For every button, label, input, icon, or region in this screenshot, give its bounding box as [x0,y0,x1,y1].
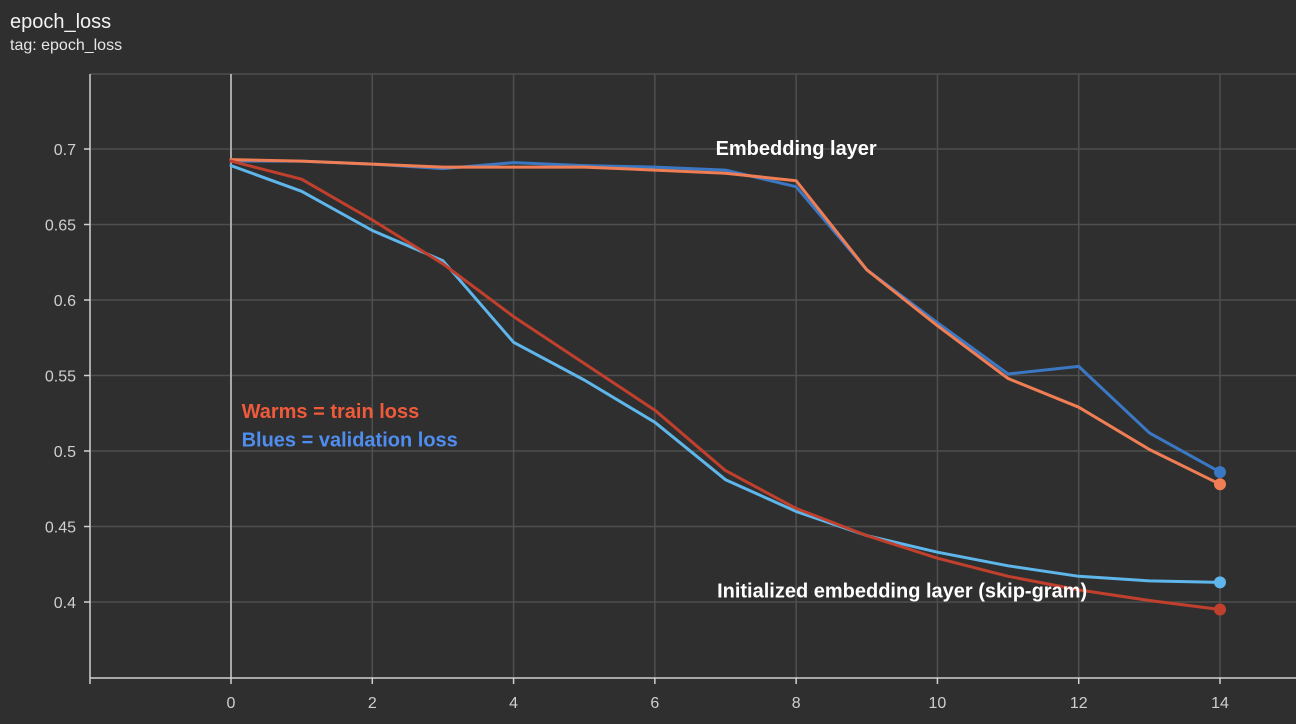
chart-tag: tag: epoch_loss [10,37,123,54]
y-tick-label: 0.6 [54,293,76,310]
x-tick-label: 2 [368,695,377,712]
x-tick-label: 8 [792,695,801,712]
series-line-0 [229,159,1222,474]
series-line-1 [229,158,1222,486]
series-end-point-0 [1214,466,1226,479]
x-tick-label: 6 [650,695,659,712]
x-tick-label: 4 [509,695,518,712]
annotation-label: Initialized embedding layer (skip-gram) [717,580,1087,602]
y-tick-label: 0.65 [45,218,76,235]
x-tick-label: 0 [227,695,236,712]
chart-title: epoch_loss [10,11,112,33]
x-tick-label: 10 [929,695,947,712]
x-tick-label: 12 [1070,695,1088,712]
series-end-point-3 [1214,603,1226,616]
y-tick-label: 0.7 [54,142,76,159]
y-tick-label: 0.4 [54,595,76,612]
y-tick-label: 0.45 [45,520,76,537]
x-tick-label: 14 [1211,695,1229,712]
series-line-2 [229,164,1222,584]
annotation-label: Embedding layer [716,138,877,160]
annotation-label: Warms = train loss [242,401,420,423]
series-end-point-2 [1214,576,1226,589]
series-end-point-1 [1214,478,1226,491]
series-line-3 [229,159,1222,611]
y-tick-label: 0.55 [45,369,76,386]
annotation-label: Blues = validation loss [242,429,458,451]
y-tick-label: 0.5 [54,444,76,461]
